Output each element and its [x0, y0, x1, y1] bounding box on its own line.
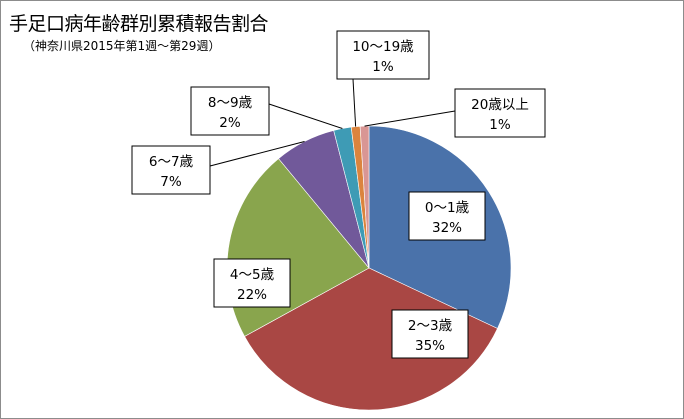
value-label-3: 22%: [237, 287, 267, 303]
data-label-box-1: [408, 191, 486, 241]
leader-line-4: [209, 140, 305, 167]
value-label-5: 2%: [219, 115, 241, 131]
data-label-box-7: [454, 88, 546, 138]
data-label-box-4: [131, 145, 211, 195]
leader-line-5: [268, 103, 343, 129]
category-label-3: 4～5歳: [230, 267, 275, 283]
category-label-2: 2～3歳: [408, 318, 453, 334]
category-label-5: 8～9歳: [208, 95, 253, 111]
data-label-box-6: [336, 30, 430, 80]
data-label-box-3: [213, 258, 291, 308]
value-label-2: 35%: [415, 338, 445, 354]
value-label-7: 1%: [489, 117, 511, 133]
data-label-box-2: [391, 309, 469, 359]
chart-title: 手足口病年齢群別累積報告割合: [9, 13, 269, 35]
category-label-7: 20歳以上: [471, 97, 529, 113]
value-label-6: 1%: [372, 59, 394, 75]
leader-line-6: [352, 78, 357, 127]
value-label-4: 7%: [160, 174, 182, 190]
pie-slice-2: [244, 267, 498, 411]
leader-line-7: [364, 110, 456, 127]
category-label-6: 10～19歳: [352, 39, 414, 55]
category-label-4: 6～7歳: [149, 154, 194, 170]
category-label-1: 0～1歳: [425, 200, 470, 216]
value-label-1: 32%: [432, 220, 462, 236]
data-label-box-5: [190, 86, 270, 136]
chart-subtitle: （神奈川県2015年第1週～第29週）: [23, 39, 221, 53]
